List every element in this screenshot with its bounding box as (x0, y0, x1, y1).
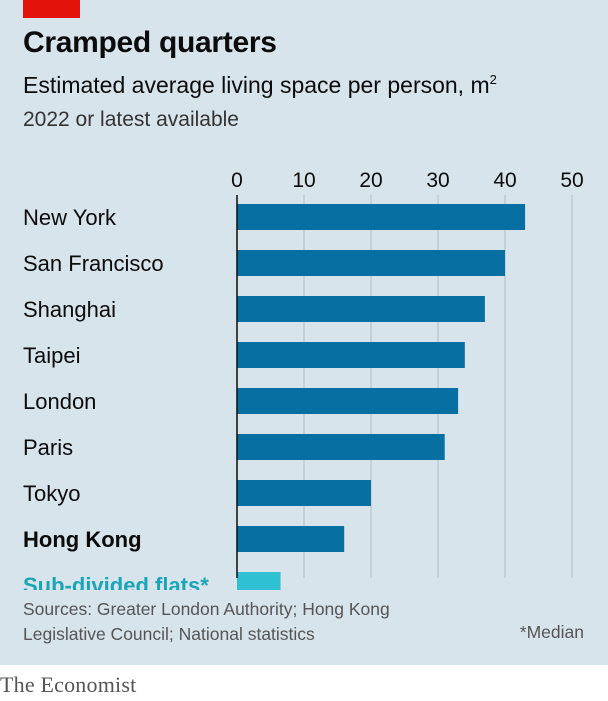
subtitle-superscript: 2 (489, 72, 497, 87)
bar-chart: 0 10 20 30 40 50 New York San Francisco Shangha… (23, 169, 584, 590)
bar-hong-kong (237, 526, 345, 552)
category-label-san-francisco: San Francisco (23, 251, 164, 276)
subtitle-text: Estimated average living space per perso… (23, 72, 490, 98)
category-label-hong-kong: Hong Kong (23, 527, 142, 552)
bar-taipei (237, 342, 465, 368)
category-label-paris: Paris (23, 435, 73, 460)
category-label-taipei: Taipei (23, 343, 80, 368)
brand-tag (23, 0, 80, 18)
bars (237, 204, 526, 590)
category-label-tokyo: Tokyo (23, 481, 80, 506)
bar-shanghai (237, 296, 485, 322)
sources-line-1: Sources: Greater London Authority; Hong … (23, 599, 390, 619)
median-footnote: *Median (519, 622, 584, 642)
bar-sub-divided-flats (237, 572, 281, 590)
bar-paris (237, 434, 445, 460)
sources-note: Sources: Greater London Authority; Hong … (23, 597, 390, 647)
x-tick-label-0: 0 (231, 169, 243, 192)
bar-san-francisco (237, 250, 505, 276)
bar-new-york (237, 204, 526, 230)
x-tick-label-10: 10 (292, 169, 315, 192)
x-tick-label-50: 50 (560, 169, 583, 192)
sources-line-2: Legislative Council; National statistics (23, 624, 315, 644)
category-label-london: London (23, 389, 96, 414)
bar-london (237, 388, 459, 414)
chart-title: Cramped quarters (23, 26, 277, 59)
x-tick-label-20: 20 (359, 169, 382, 192)
category-label-shanghai: Shanghai (23, 297, 116, 322)
category-labels: New York San Francisco Shanghai Taipei Londo… (23, 205, 209, 590)
bar-tokyo (237, 480, 371, 506)
x-tick-label-40: 40 (493, 169, 516, 192)
chart-date-note: 2022 or latest available (23, 108, 239, 131)
chart-subtitle: Estimated average living space per perso… (23, 72, 497, 99)
x-tick-label-30: 30 (426, 169, 449, 192)
category-label-sub-divided-flats: Sub-divided flats* (23, 573, 209, 590)
x-tick-labels: 0 10 20 30 40 50 (231, 169, 584, 192)
category-label-new-york: New York (23, 205, 117, 230)
economist-logo-text: The Economist (0, 672, 137, 697)
